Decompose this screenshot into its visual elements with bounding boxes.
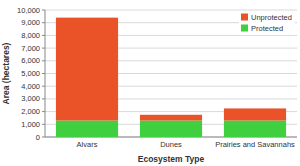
grid [45,10,297,137]
y-axis [45,10,46,137]
legend: Unprotected Protected [239,11,295,35]
legend-label: Protected [251,24,283,33]
tick-label: 4,000 [21,82,40,91]
bar-segment [140,120,202,137]
chart: 0 1,000 2,000 3,000 4,000 5,000 6,000 7,000 8,00… [0,0,300,166]
bar-segment [224,108,286,120]
legend-swatch [241,25,248,32]
tick-label: 2,000 [21,107,40,116]
tick-label: 1,000 [21,120,40,129]
bar-segment [56,18,118,121]
tick-label: 8,000 [21,31,40,40]
category-label: Dunes [160,140,182,149]
bars [56,18,286,137]
bar-segment [224,120,286,137]
tick-label: 6,000 [21,56,40,65]
tick-label: 0 [36,133,40,142]
x-axis-title: Ecosystem Type [138,154,205,164]
legend-label: Unprotected [251,13,292,22]
tick-label: 7,000 [21,44,40,53]
tick-label: 3,000 [21,94,40,103]
tick-label: 9,000 [21,18,40,27]
y-axis-title: Area (hectares) [1,42,11,104]
legend-swatch [241,14,248,21]
category-label: Alvars [77,140,98,149]
tick-label: 5,000 [21,69,40,78]
bar-segment [56,120,118,137]
legend-box [239,11,295,35]
bar-segment [140,115,202,121]
grid-line [45,10,297,11]
tick-label: 10,000 [17,6,40,15]
category-label: Prairies and Savannahs [215,140,295,149]
